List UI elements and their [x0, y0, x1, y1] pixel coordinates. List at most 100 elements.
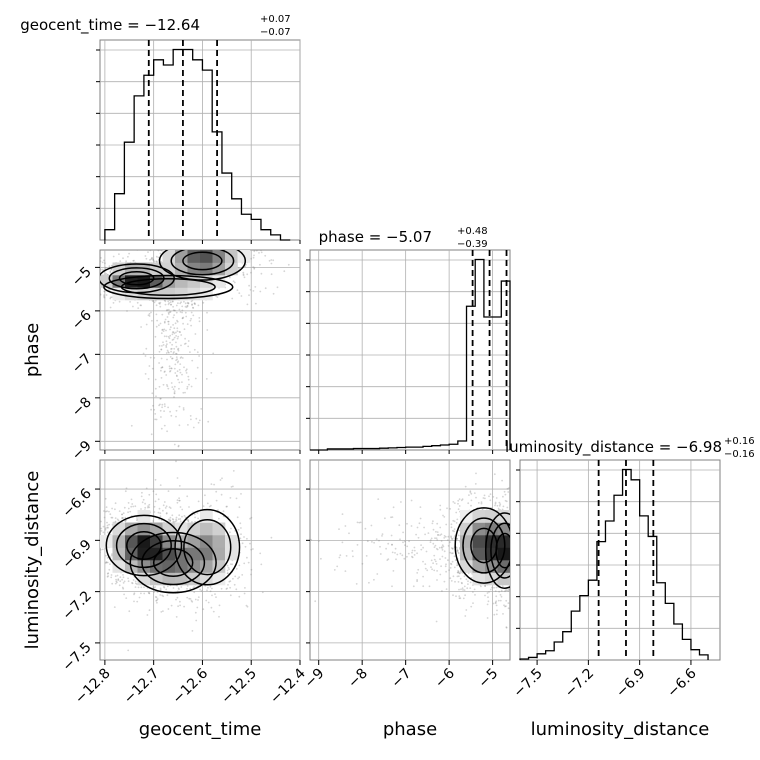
scatter-point — [159, 322, 162, 325]
scatter-point — [145, 246, 147, 248]
scatter-point — [439, 508, 442, 511]
scatter-point — [416, 580, 418, 583]
scatter-point — [90, 583, 92, 585]
scatter-point — [165, 344, 168, 347]
scatter-point — [218, 242, 220, 244]
scatter-point — [220, 493, 223, 496]
scatter-point — [513, 541, 515, 543]
scatter-point — [240, 527, 242, 529]
scatter-point — [498, 501, 501, 504]
scatter-point — [229, 586, 232, 589]
scatter-point — [532, 546, 534, 548]
scatter-point — [160, 348, 163, 351]
scatter-point — [206, 589, 208, 592]
scatter-point — [187, 378, 190, 381]
scatter-point — [125, 487, 128, 490]
scatter-point — [524, 565, 526, 567]
scatter-point — [212, 352, 215, 355]
scatter-point — [119, 260, 122, 262]
scatter-point — [231, 563, 234, 566]
scatter-point — [419, 517, 422, 520]
scatter-point — [339, 554, 342, 557]
panel-phase-histogram: phase = −5.07 +0.48 −0.39 — [309, 226, 511, 451]
scatter-point — [180, 356, 183, 358]
scatter-point — [456, 549, 459, 551]
scatter-point — [122, 257, 124, 260]
scatter-point — [189, 351, 191, 353]
scatter-point — [160, 427, 163, 430]
scatter-point — [338, 528, 340, 530]
scatter-point — [172, 324, 175, 326]
scatter-point — [184, 302, 187, 305]
scatter-point — [127, 507, 130, 510]
scatter-point — [456, 537, 459, 540]
scatter-point — [180, 334, 183, 336]
scatter-point — [190, 385, 193, 388]
scatter-point — [108, 510, 110, 513]
scatter-point — [392, 506, 395, 509]
scatter-point — [126, 242, 128, 244]
scatter-point — [171, 343, 174, 346]
scatter-point — [123, 593, 125, 596]
scatter-point — [453, 537, 456, 539]
scatter-point — [172, 521, 175, 523]
scatter-point — [180, 344, 182, 347]
scatter-point — [164, 507, 167, 509]
scatter-point — [155, 313, 158, 316]
scatter-point — [95, 573, 97, 575]
scatter-point — [516, 509, 518, 511]
scatter-point — [512, 548, 514, 550]
density-cell — [150, 535, 163, 548]
scatter-point — [439, 526, 442, 529]
scatter-point — [505, 599, 508, 602]
scatter-point — [145, 245, 147, 247]
scatter-point — [111, 553, 113, 555]
scatter-point — [165, 374, 168, 376]
x-tick-label: −7.5 — [511, 666, 546, 701]
scatter-point — [515, 584, 517, 586]
scatter-point — [491, 586, 493, 589]
scatter-point — [139, 304, 142, 307]
panel-frame — [99, 39, 301, 241]
contour-lines — [100, 250, 247, 300]
scatter-point — [215, 596, 217, 598]
scatter-point — [462, 589, 464, 591]
scatter-point — [517, 570, 519, 572]
scatter-point — [169, 516, 172, 519]
scatter-point — [144, 506, 147, 509]
scatter-point — [206, 502, 209, 505]
scatter-point — [153, 511, 156, 513]
scatter-point — [464, 615, 467, 617]
scatter-point — [341, 513, 344, 515]
scatter-point — [100, 581, 101, 583]
scatter-point — [184, 311, 187, 314]
scatter-point — [223, 246, 225, 248]
density-cell — [187, 522, 201, 536]
scatter-point — [494, 504, 496, 507]
scatter-point — [516, 563, 518, 565]
scatter-point — [123, 580, 126, 583]
scatter-point — [140, 304, 143, 307]
scatter-point — [162, 610, 164, 612]
scatter-point — [190, 311, 193, 314]
scatter-point — [169, 356, 172, 358]
scatter-point — [525, 527, 527, 529]
scatter-point — [196, 456, 198, 458]
scatter-point — [114, 520, 117, 523]
scatter-point — [376, 573, 379, 575]
scatter-point — [511, 532, 513, 534]
scatter-point — [181, 381, 183, 383]
scatter-point — [182, 322, 185, 325]
scatter-point — [119, 580, 122, 583]
scatter-point — [450, 562, 452, 565]
scatter-point — [455, 511, 458, 514]
scatter-point — [165, 346, 168, 348]
scatter-point — [179, 234, 181, 236]
scatter-point — [128, 252, 131, 255]
scatter-point — [103, 294, 105, 296]
scatter-point — [168, 365, 171, 368]
scatter-point — [468, 494, 470, 496]
scatter-point — [170, 348, 172, 350]
scatter-point — [173, 351, 175, 353]
scatter-point — [104, 510, 107, 513]
